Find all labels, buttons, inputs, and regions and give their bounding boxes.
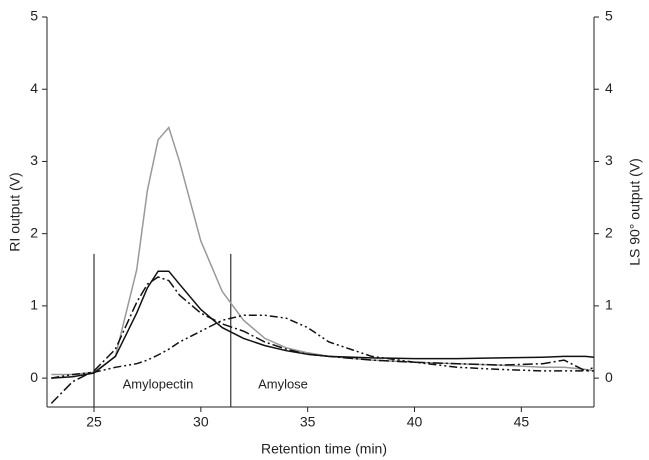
y-tick-label: 1 [30,297,38,313]
series-line [51,270,595,379]
y2-tick-label: 1 [605,297,613,313]
y-tick-label: 0 [30,369,38,385]
y-tick-label: 5 [30,8,38,24]
x-tick-label: 45 [514,414,530,430]
annotation: Amylopectin [123,376,194,391]
y2-tick-label: 2 [605,224,613,240]
x-axis-label: Retention time (min) [261,441,387,457]
y-tick-label: 4 [30,80,38,96]
y2-tick-label: 3 [605,152,613,168]
x-tick-label: 30 [193,414,209,430]
y2-axis-label: LS 90° output (V) [627,158,643,266]
x-tick-label: 35 [300,414,316,430]
annotation: Amylose [258,376,308,391]
y2-tick-label: 0 [605,369,613,385]
y-axis-label: RI output (V) [7,172,23,251]
x-tick-label: 25 [86,414,102,430]
y2-tick-label: 5 [605,8,613,24]
y-tick-label: 3 [30,152,38,168]
series-line [51,314,595,379]
y2-tick-label: 4 [605,80,613,96]
x-tick-label: 40 [407,414,423,430]
series-line [50,276,594,404]
y-tick-label: 2 [30,224,38,240]
series-line [51,125,595,376]
